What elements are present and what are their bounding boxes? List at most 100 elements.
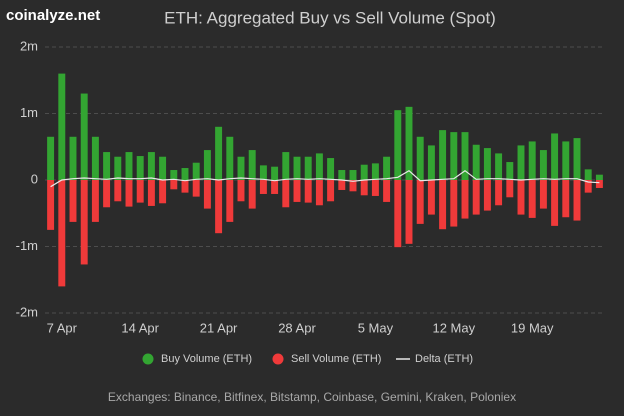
bar (394, 180, 402, 248)
bar (114, 180, 122, 202)
bar (304, 180, 312, 203)
bar (495, 153, 503, 180)
bar (595, 174, 603, 180)
bar (584, 169, 592, 180)
bar (69, 180, 77, 222)
bar (405, 106, 413, 180)
bar (125, 180, 133, 207)
bar (114, 156, 122, 180)
bar (573, 180, 581, 221)
bar (103, 152, 111, 180)
bar (562, 180, 570, 218)
bar (47, 180, 55, 230)
bar (136, 180, 144, 203)
bar (170, 180, 178, 190)
bar (338, 180, 346, 190)
bar (584, 180, 592, 193)
legend-label: Buy Volume (ETH) (161, 353, 252, 365)
bar (483, 148, 491, 180)
legend-swatch (272, 353, 284, 365)
bar (439, 130, 447, 180)
bar (192, 180, 200, 197)
bar (450, 132, 458, 180)
legend-swatch (142, 353, 154, 365)
x-tick-label: 19 May (511, 320, 554, 335)
x-tick-label: 7 Apr (47, 320, 78, 335)
bar (282, 152, 290, 180)
bar (405, 180, 413, 244)
bar (192, 162, 200, 180)
bar (304, 156, 312, 180)
bar (226, 136, 234, 180)
bar (203, 180, 211, 209)
y-tick-label: -1m (16, 238, 38, 253)
bar (360, 180, 368, 196)
bar (147, 152, 155, 180)
bar (539, 150, 547, 180)
bar (349, 180, 357, 192)
bar (181, 180, 189, 193)
bar (450, 180, 458, 227)
bar (439, 180, 447, 230)
bar (47, 136, 55, 180)
bar (338, 170, 346, 180)
bar (181, 168, 189, 180)
bar (573, 138, 581, 180)
bar (416, 180, 424, 224)
bar (315, 180, 323, 206)
bar (461, 132, 469, 180)
bar (461, 180, 469, 219)
bar (539, 180, 547, 209)
bar (226, 180, 234, 222)
bar (147, 180, 155, 206)
x-tick-label: 5 May (358, 320, 394, 335)
bar (91, 136, 99, 180)
bar (506, 162, 514, 180)
bar (551, 133, 559, 180)
bar (271, 180, 279, 194)
bar (416, 136, 424, 180)
bar (125, 152, 133, 180)
bar (472, 144, 480, 180)
bar (136, 156, 144, 180)
bar (506, 180, 514, 198)
bar (237, 156, 245, 180)
x-tick-label: 14 Apr (121, 320, 159, 335)
bar (237, 180, 245, 202)
bar (517, 180, 525, 215)
bar (371, 163, 379, 180)
bar (259, 165, 267, 180)
bar (595, 180, 603, 188)
legend-label: Delta (ETH) (415, 353, 473, 365)
bar (528, 180, 536, 218)
bar (80, 93, 88, 180)
bar (282, 180, 290, 208)
bar (528, 141, 536, 180)
chart-title: ETH: Aggregated Buy vs Sell Volume (Spot… (164, 8, 496, 27)
bar (360, 164, 368, 180)
bar (271, 166, 279, 180)
bar (80, 180, 88, 265)
bar (383, 156, 391, 180)
bar (327, 158, 335, 180)
bar (103, 180, 111, 208)
bar (159, 156, 167, 180)
y-tick-label: 1m (20, 105, 38, 120)
bar (91, 180, 99, 222)
bar (562, 141, 570, 180)
delta-line (50, 169, 600, 188)
bar (427, 180, 435, 215)
bar (248, 180, 256, 209)
bar (349, 170, 357, 180)
footnote: Exchanges: Binance, Bitfinex, Bitstamp, … (108, 390, 516, 404)
x-tick-label: 12 May (432, 320, 475, 335)
bar (327, 180, 335, 202)
bar (517, 145, 525, 180)
bar (58, 180, 66, 287)
bar (394, 110, 402, 180)
bar (203, 150, 211, 180)
bar (215, 126, 223, 180)
bar (427, 145, 435, 180)
